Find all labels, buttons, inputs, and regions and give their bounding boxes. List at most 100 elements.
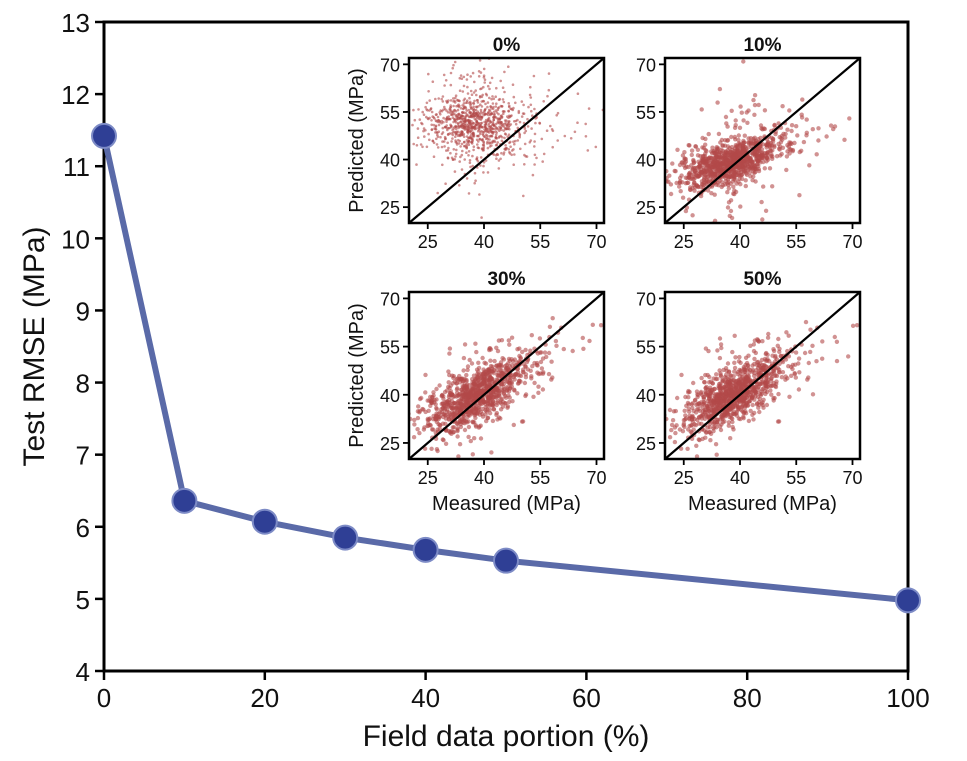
inset-point: [439, 135, 442, 139]
inset-point: [507, 380, 512, 386]
main-series-marker: [412, 536, 439, 563]
inset-point: [531, 173, 535, 177]
inset-point: [466, 132, 470, 135]
inset-point: [446, 141, 450, 145]
inset-point: [469, 107, 473, 110]
inset-point: [458, 76, 462, 80]
inset-point: [718, 342, 724, 347]
inset-y-tick-label: 25: [636, 198, 656, 218]
inset-point: [433, 416, 438, 421]
inset-point: [738, 360, 743, 365]
inset-point: [748, 174, 753, 179]
inset-point: [702, 400, 707, 406]
main-series-marker: [171, 487, 198, 514]
inset-point: [547, 88, 551, 92]
inset-point: [530, 127, 533, 130]
inset-point: [432, 155, 436, 158]
inset-point: [434, 407, 439, 412]
inset-point: [481, 137, 484, 141]
inset-point: [454, 135, 457, 139]
inset-point: [790, 366, 795, 372]
inset-point: [483, 128, 486, 131]
inset-point: [725, 411, 730, 416]
inset-point: [438, 111, 442, 114]
inset-point: [518, 135, 521, 139]
inset-point: [430, 128, 434, 131]
inset-point: [482, 164, 485, 168]
main-y-tick-label: 11: [63, 152, 90, 182]
inset-point: [465, 139, 469, 142]
inset-point: [696, 392, 701, 398]
inset-point: [714, 452, 719, 457]
inset-point: [486, 84, 490, 88]
main-series-marker: [91, 122, 117, 149]
inset-point: [741, 416, 746, 421]
inset-point: [659, 411, 663, 415]
inset-point: [532, 360, 537, 366]
inset-point: [450, 410, 455, 415]
inset-point: [479, 110, 483, 114]
inset-point: [735, 371, 740, 377]
inset-point: [482, 67, 486, 71]
inset-point: [485, 123, 488, 126]
inset-point: [722, 138, 728, 143]
inset-point: [492, 358, 497, 364]
inset-point: [834, 339, 840, 344]
inset-point: [486, 171, 490, 174]
inset-point: [490, 76, 494, 80]
inset-point: [438, 423, 443, 428]
inset-point: [469, 361, 475, 366]
inset-point: [465, 414, 470, 420]
inset-point: [483, 383, 488, 388]
inset-point: [498, 120, 502, 123]
inset-point: [667, 435, 673, 440]
inset-point: [590, 322, 595, 327]
inset-point: [494, 144, 498, 147]
inset-point: [454, 139, 457, 142]
inset-point: [440, 97, 444, 101]
main-y-axis-label: Test RMSE (MPa): [18, 226, 51, 466]
inset-point: [503, 70, 506, 74]
inset-point: [444, 79, 448, 82]
inset-point: [449, 83, 453, 87]
inset-point: [537, 336, 543, 341]
inset-point: [521, 367, 526, 372]
main-series-marker: [251, 508, 278, 535]
inset-point: [677, 184, 682, 189]
inset-point: [451, 110, 455, 114]
inset-point: [690, 213, 695, 218]
inset-point: [757, 391, 763, 397]
inset-point: [728, 436, 733, 441]
inset-point: [682, 424, 687, 430]
inset-point: [494, 410, 499, 416]
inset-point: [474, 179, 477, 182]
inset-point: [475, 93, 478, 97]
inset-point: [715, 419, 720, 425]
inset-point: [495, 157, 498, 160]
inset-point: [442, 116, 445, 120]
inset-point: [454, 127, 458, 131]
inset-point: [686, 175, 692, 180]
inset-point: [696, 437, 701, 442]
inset-point: [743, 411, 749, 416]
inset-point: [710, 145, 715, 150]
inset-point: [436, 120, 440, 124]
inset-point: [477, 383, 482, 389]
inset-point: [754, 166, 759, 172]
inset-point: [430, 110, 434, 114]
inset-point: [551, 145, 554, 149]
inset-point: [496, 141, 500, 144]
inset-point: [477, 424, 482, 429]
inset-point: [760, 217, 765, 222]
inset-point: [529, 103, 533, 107]
inset-point: [686, 395, 691, 400]
inset-point: [755, 152, 760, 158]
inset-point: [495, 111, 499, 114]
inset-point: [706, 156, 711, 161]
inset-point: [549, 359, 554, 364]
inset-point: [469, 75, 473, 78]
inset-point: [765, 155, 770, 161]
inset-point: [476, 114, 480, 118]
inset-point: [446, 369, 451, 374]
inset-point: [672, 168, 677, 174]
